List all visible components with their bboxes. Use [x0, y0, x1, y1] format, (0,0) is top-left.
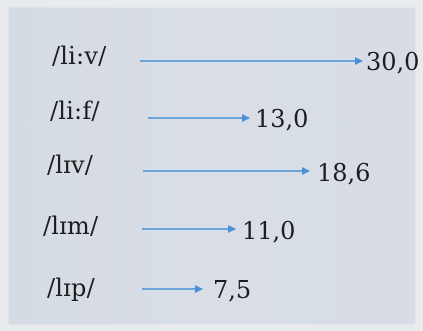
content-panel [8, 7, 416, 325]
phoneme-label-li-v: /li:v/ [52, 42, 107, 70]
phoneme-value-lim: 11,0 [242, 217, 296, 245]
phoneme-value-li-f: 13,0 [255, 105, 309, 133]
phoneme-value-li-v: 30,0 [366, 48, 420, 76]
phoneme-value-liv: 18,6 [317, 159, 371, 187]
phoneme-label-liv: /lɪv/ [47, 151, 94, 179]
phoneme-label-li-f: /li:f/ [50, 97, 100, 125]
phoneme-label-lim: /lɪm/ [43, 212, 99, 240]
phoneme-label-lip: /lɪp/ [47, 274, 95, 302]
phoneme-value-lip: 7,5 [213, 276, 252, 304]
